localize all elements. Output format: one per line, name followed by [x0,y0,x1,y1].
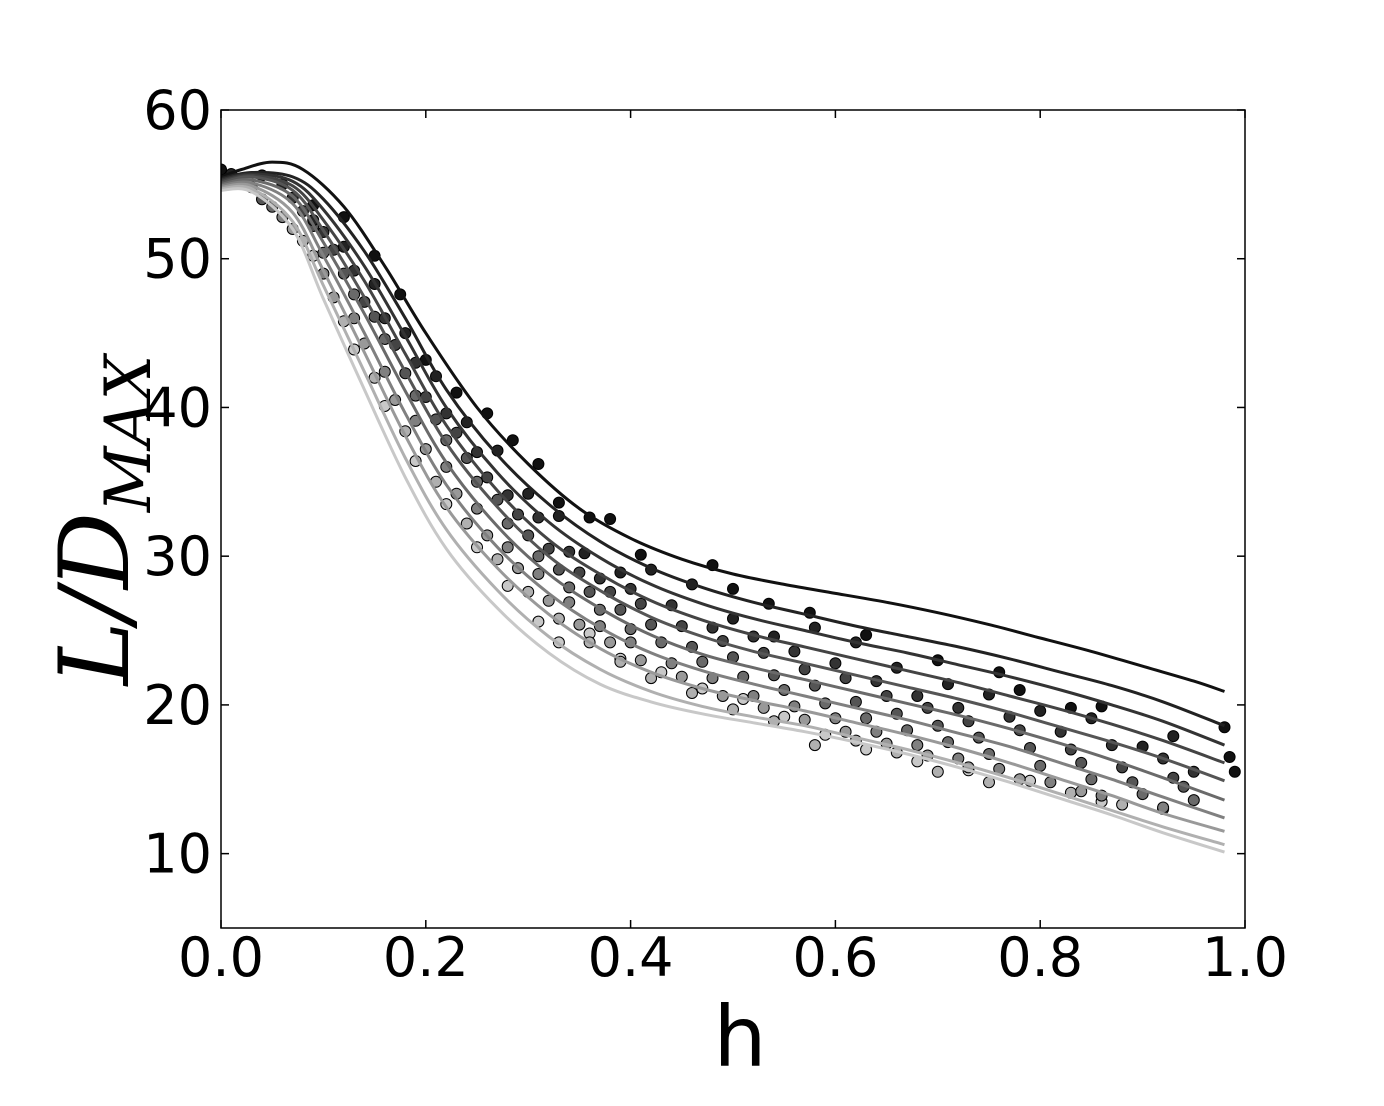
data-point-series-7-9 [532,568,545,580]
x-tick-label-4: 0.6 [792,926,878,989]
data-point-series-4-10 [542,542,555,555]
data-point-series-1-17 [727,582,739,595]
data-point-series-1-27 [1223,751,1236,763]
series-line-5 [221,175,1226,783]
data-point-series-7-19 [911,739,924,752]
x-tick-label-3: 0.4 [588,926,674,989]
data-point-series-5-13 [645,618,658,631]
series-line-3 [221,172,1226,747]
data-point-series-3-18 [829,657,842,670]
series-line-4 [221,173,1226,765]
x-tick-label-2: 0.2 [383,926,469,989]
series-line-2 [221,170,1226,728]
data-point-series-1-11 [532,458,545,470]
data-point-series-6-25 [1187,794,1200,807]
data-point-series-9-6 [460,517,473,530]
data-point-series-8-11 [604,636,617,649]
plot-area [221,160,1241,854]
y-tick-label-6: 60 [143,79,212,142]
y-axis-label-main: L/D [39,512,151,687]
data-point-series-6-18 [860,712,873,725]
data-point-series-4-9 [512,508,524,521]
data-point-series-1-10 [506,434,519,447]
y-tick-label-5: 50 [143,228,212,291]
data-point-series-3-21 [952,701,965,714]
data-point-series-1-23 [1013,684,1026,696]
y-axis-label: L/DMAX [39,352,166,687]
y-tick-label-4: 40 [143,376,212,439]
y-tick-label-3: 30 [143,525,212,588]
data-point-series-5-9 [522,529,535,542]
data-point-series-6-22 [1034,759,1047,772]
y-axis-label-subscript: MAX [92,352,166,513]
x-tick-label-1: 0.0 [178,926,264,989]
plot-frame [220,109,1246,929]
data-point-series-2-10 [522,487,535,500]
y-tick-label-1: 10 [143,823,212,886]
data-point-series-5-12 [614,603,627,616]
data-point-series-1-20 [860,629,873,641]
x-tick-label-5: 0.8 [997,926,1083,989]
data-point-series-7-8 [501,541,514,554]
data-point-series-1-15 [634,548,647,561]
data-point-series-9-16 [808,739,821,752]
series-line-7 [221,180,1225,820]
data-point-series-2-26 [1167,730,1180,743]
data-point-series-1-28 [1228,765,1241,778]
x-axis-label: h [713,988,766,1086]
data-point-series-4-13 [634,597,647,610]
series-line-1 [221,160,1225,693]
data-point-series-1-14 [604,513,617,525]
series-line-6 [221,177,1226,802]
data-point-series-8-12 [634,654,647,667]
series-line-10 [221,187,1225,854]
data-point-series-3-17 [788,645,801,658]
series-layer [221,160,1241,854]
data-point-series-9-13 [686,687,698,699]
x-tick-label-6: 1.0 [1202,926,1288,989]
data-point-series-1-12 [552,496,565,509]
ticks-layer: 0.0 0.2 0.4 0.6 0.8 1.0 10 20 30 40 50 60 [143,79,1288,989]
series-line-8 [221,182,1225,833]
data-point-series-8-10 [573,618,586,631]
data-point-series-9-7 [491,553,504,566]
data-point-series-3-20 [911,690,924,702]
data-point-series-9-19 [931,765,944,778]
data-point-series-2-23 [1034,704,1047,717]
data-point-series-1-1 [221,163,227,176]
y-tick-label-2: 20 [143,674,212,737]
data-point-series-6-9 [532,550,545,563]
data-point-series-5-11 [583,585,596,598]
data-point-series-6-14 [696,655,709,668]
data-point-series-1-8 [450,386,463,399]
series-line-9 [221,184,1225,847]
